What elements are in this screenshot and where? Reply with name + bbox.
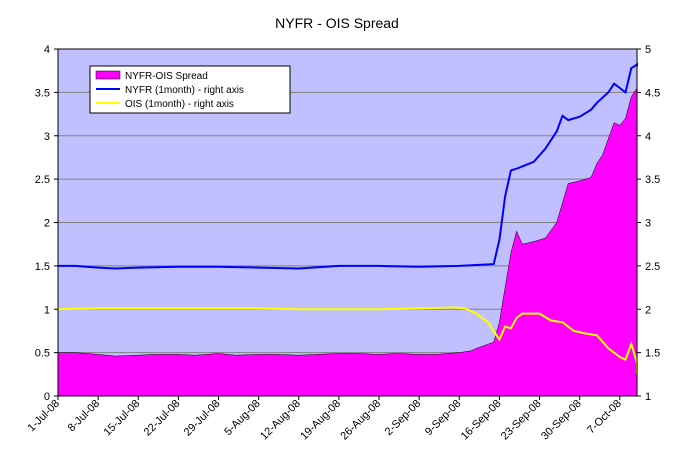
y-left-tick-label: 0.5 [35, 348, 50, 360]
series-line-ois [57, 306, 638, 375]
x-tick-label: 15-Jul-08 [101, 398, 142, 439]
x-tick-label: 5-Aug-08 [222, 398, 262, 438]
x-tick-label: 8-Jul-08 [66, 398, 103, 435]
y-right-tick-label: 2 [645, 304, 651, 316]
y-right-tick-label: 1.5 [645, 348, 660, 360]
series-line-nyfr [58, 62, 638, 270]
x-tick-label: 1-Jul-08 [26, 398, 63, 435]
y-left-tick-label: 2.5 [35, 174, 50, 186]
x-tick-label: 12-Aug-08 [258, 398, 303, 443]
y-left-tick-label: 1.5 [35, 261, 50, 273]
legend-label: OIS (1month) - right axis [125, 99, 234, 110]
y-right-tick-label: 5 [645, 44, 651, 56]
y-left-tick-label: 1 [44, 304, 50, 316]
y-left-tick-label: 2 [44, 218, 50, 230]
x-tick-label: 9-Sep-08 [423, 398, 463, 438]
series-area-nyfr-ois-spread [57, 87, 638, 397]
x-tick-label: 29-Jul-08 [182, 398, 223, 439]
y-right-tick-label: 1 [645, 391, 651, 403]
legend-label: NYFR (1month) - right axis [125, 85, 244, 96]
x-tick-label: 30-Sep-08 [539, 398, 584, 443]
y-left-tick-label: 3.5 [35, 87, 50, 99]
y-left-tick-label: 4 [44, 44, 50, 56]
x-tick-label: 23-Sep-08 [499, 398, 544, 443]
x-tick-label: 2-Sep-08 [383, 398, 423, 438]
x-tick-label: 22-Jul-08 [142, 398, 183, 439]
legend-swatch [95, 70, 121, 80]
y-right-tick-label: 4 [645, 131, 651, 143]
y-right-tick-label: 3 [645, 218, 651, 230]
x-tick-label: 7-Oct-08 [585, 398, 624, 437]
legend-label: NYFR-OIS Spread [125, 71, 208, 82]
x-tick-label: 16-Sep-08 [459, 398, 504, 443]
y-right-tick-label: 4.5 [645, 87, 660, 99]
x-tick-label: 19-Aug-08 [298, 398, 343, 443]
y-right-tick-label: 2.5 [645, 261, 660, 273]
y-left-tick-label: 3 [44, 131, 50, 143]
legend [89, 65, 291, 114]
x-tick-label: 26-Aug-08 [338, 398, 383, 443]
y-right-tick-label: 3.5 [645, 174, 660, 186]
y-left-tick-label: 0 [44, 391, 50, 403]
chart-title: NYFR - OIS Spread [275, 15, 399, 31]
